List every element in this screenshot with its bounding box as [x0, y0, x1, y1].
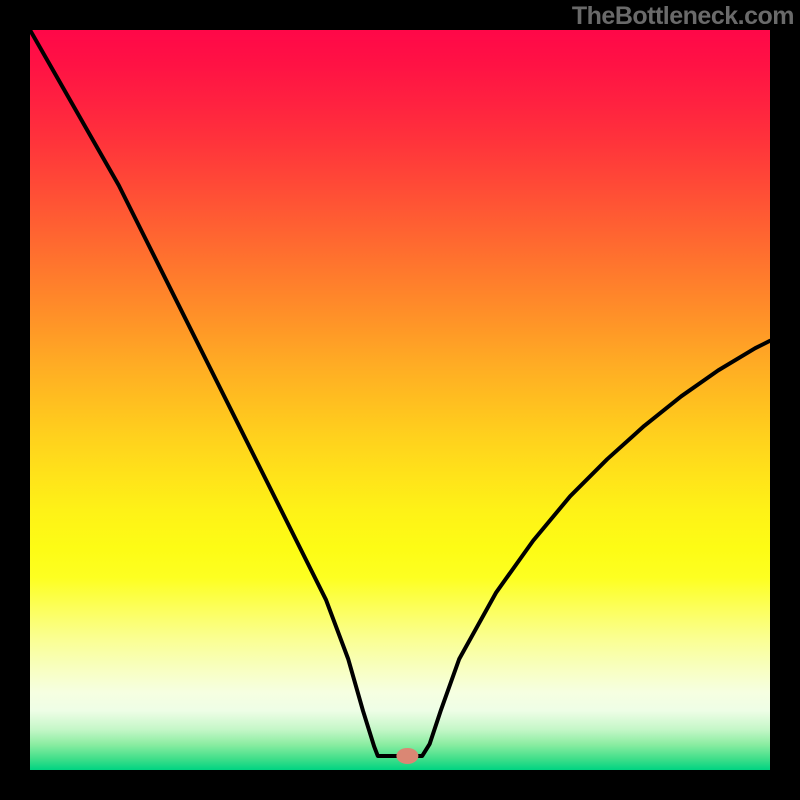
- chart-background: [30, 30, 770, 770]
- watermark-text: TheBottleneck.com: [572, 2, 794, 31]
- bottleneck-chart: [30, 30, 770, 770]
- optimal-marker: [396, 748, 418, 764]
- plot-area: [30, 30, 770, 770]
- chart-frame: TheBottleneck.com: [0, 0, 800, 800]
